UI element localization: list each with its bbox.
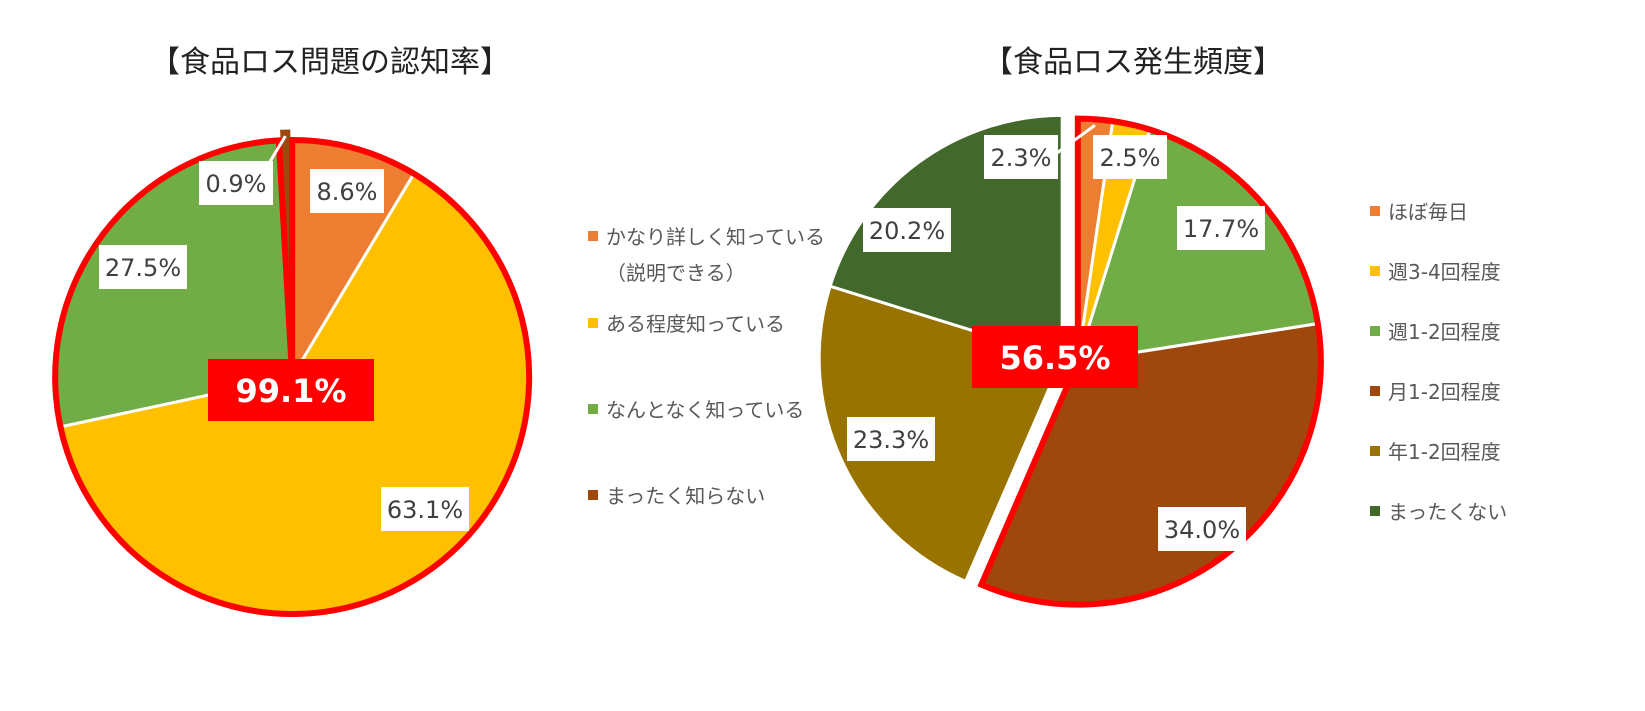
legend-label: 月1-2回程度 xyxy=(1388,380,1501,404)
data-label-2-3: 17.7% xyxy=(1177,206,1265,250)
highlight-badge-text: 99.1% xyxy=(235,372,346,410)
data-label-1-4: 0.9% xyxy=(199,161,273,205)
legend-item-1-1: かなり詳しく知っている （説明できる） xyxy=(588,225,825,285)
highlight-badge-box xyxy=(208,359,374,421)
highlight-badge-text: 56.5% xyxy=(999,339,1110,377)
legend-item-2-4: 月1-2回程度 xyxy=(1370,380,1501,404)
legend-item-2-1: ほぼ毎日 xyxy=(1370,200,1468,224)
legend-swatch xyxy=(588,231,598,241)
highlight-badge-1: 99.1% xyxy=(208,359,374,421)
legend-label: まったく知らない xyxy=(606,484,765,508)
data-label-2-5: 23.3% xyxy=(847,417,935,461)
highlight-badge-2: 56.5% xyxy=(972,326,1138,388)
legend-item-2-2: 週3-4回程度 xyxy=(1370,260,1501,284)
legend-swatch xyxy=(1370,386,1380,396)
legend-label: 週3-4回程度 xyxy=(1388,260,1501,284)
legend-label: まったくない xyxy=(1388,500,1507,524)
chart1-title: 【食品ロス問題の認知率】 xyxy=(150,45,510,80)
legend-swatch xyxy=(1370,446,1380,456)
data-label-text: 8.6% xyxy=(317,178,378,206)
legend-swatch xyxy=(588,404,598,414)
highlight-outline-1 xyxy=(52,136,533,617)
chart1-legend: かなり詳しく知っている （説明できる） ある程度知っているなんとなく知っているまった… xyxy=(588,225,825,508)
legend-label-line2: （説明できる） xyxy=(606,261,746,285)
legend-item-2-3: 週1-2回程度 xyxy=(1370,320,1501,344)
data-label-text: 63.1% xyxy=(387,496,463,524)
data-label-text: 34.0% xyxy=(1164,516,1240,544)
legend-swatch xyxy=(588,490,598,500)
legend-swatch xyxy=(588,318,598,328)
legend-label: かなり詳しく知っている xyxy=(606,225,825,249)
legend-swatch xyxy=(1370,506,1380,516)
data-label-2-2: 2.5% xyxy=(1093,135,1167,179)
data-label-2-6: 20.2% xyxy=(863,208,951,252)
data-label-box xyxy=(99,245,187,289)
data-label-text: 2.3% xyxy=(991,144,1052,172)
legend-item-1-3: なんとなく知っている xyxy=(588,398,804,422)
chart2-title: 【食品ロス発生頻度】 xyxy=(983,45,1283,80)
data-label-text: 0.9% xyxy=(206,170,267,198)
legend-item-1-4: まったく知らない xyxy=(588,484,765,508)
legend-swatch xyxy=(1370,326,1380,336)
legend-label: ある程度知っている xyxy=(606,312,785,336)
legend-label: ほぼ毎日 xyxy=(1388,200,1468,224)
data-label-box xyxy=(984,135,1058,179)
data-label-box xyxy=(1158,507,1246,551)
legend-label: 週1-2回程度 xyxy=(1388,320,1501,344)
legend-item-2-5: 年1-2回程度 xyxy=(1370,440,1501,464)
legend-swatch xyxy=(1370,206,1380,216)
highlight-outline-2 xyxy=(977,115,1324,608)
data-label-box xyxy=(863,208,951,252)
legend-label: 年1-2回程度 xyxy=(1388,440,1501,464)
data-label-box xyxy=(1177,206,1265,250)
data-label-box xyxy=(199,161,273,205)
data-label-1-1: 8.6% xyxy=(310,169,384,213)
data-label-box xyxy=(310,169,384,213)
legend-item-1-2: ある程度知っている xyxy=(588,312,785,336)
legend-swatch xyxy=(1370,266,1380,276)
leader-line xyxy=(1049,124,1096,160)
data-label-text: 17.7% xyxy=(1183,215,1259,243)
chart1-pie: 8.6% 63.1% 27.5% 0.9% 99.1% xyxy=(52,126,533,617)
data-label-box xyxy=(381,487,469,531)
legend-label: なんとなく知っている xyxy=(606,398,804,422)
leader-line xyxy=(266,135,287,166)
data-label-1-3: 27.5% xyxy=(99,245,187,289)
data-label-1-2: 63.1% xyxy=(381,487,469,531)
data-label-text: 27.5% xyxy=(105,254,181,282)
highlight-badge-box xyxy=(972,326,1138,388)
data-label-text: 20.2% xyxy=(869,217,945,245)
legend-item-2-6: まったくない xyxy=(1370,500,1507,524)
data-label-box xyxy=(1093,135,1167,179)
data-label-text: 2.5% xyxy=(1100,144,1161,172)
data-label-2-4: 34.0% xyxy=(1158,507,1246,551)
data-label-2-1: 2.3% xyxy=(984,135,1058,179)
data-label-text: 23.3% xyxy=(853,426,929,454)
data-label-box xyxy=(847,417,935,461)
chart2-pie: 2.3% 2.5% 17.7% 34.0% 23.3% 20.2% 56.5% xyxy=(817,113,1324,608)
